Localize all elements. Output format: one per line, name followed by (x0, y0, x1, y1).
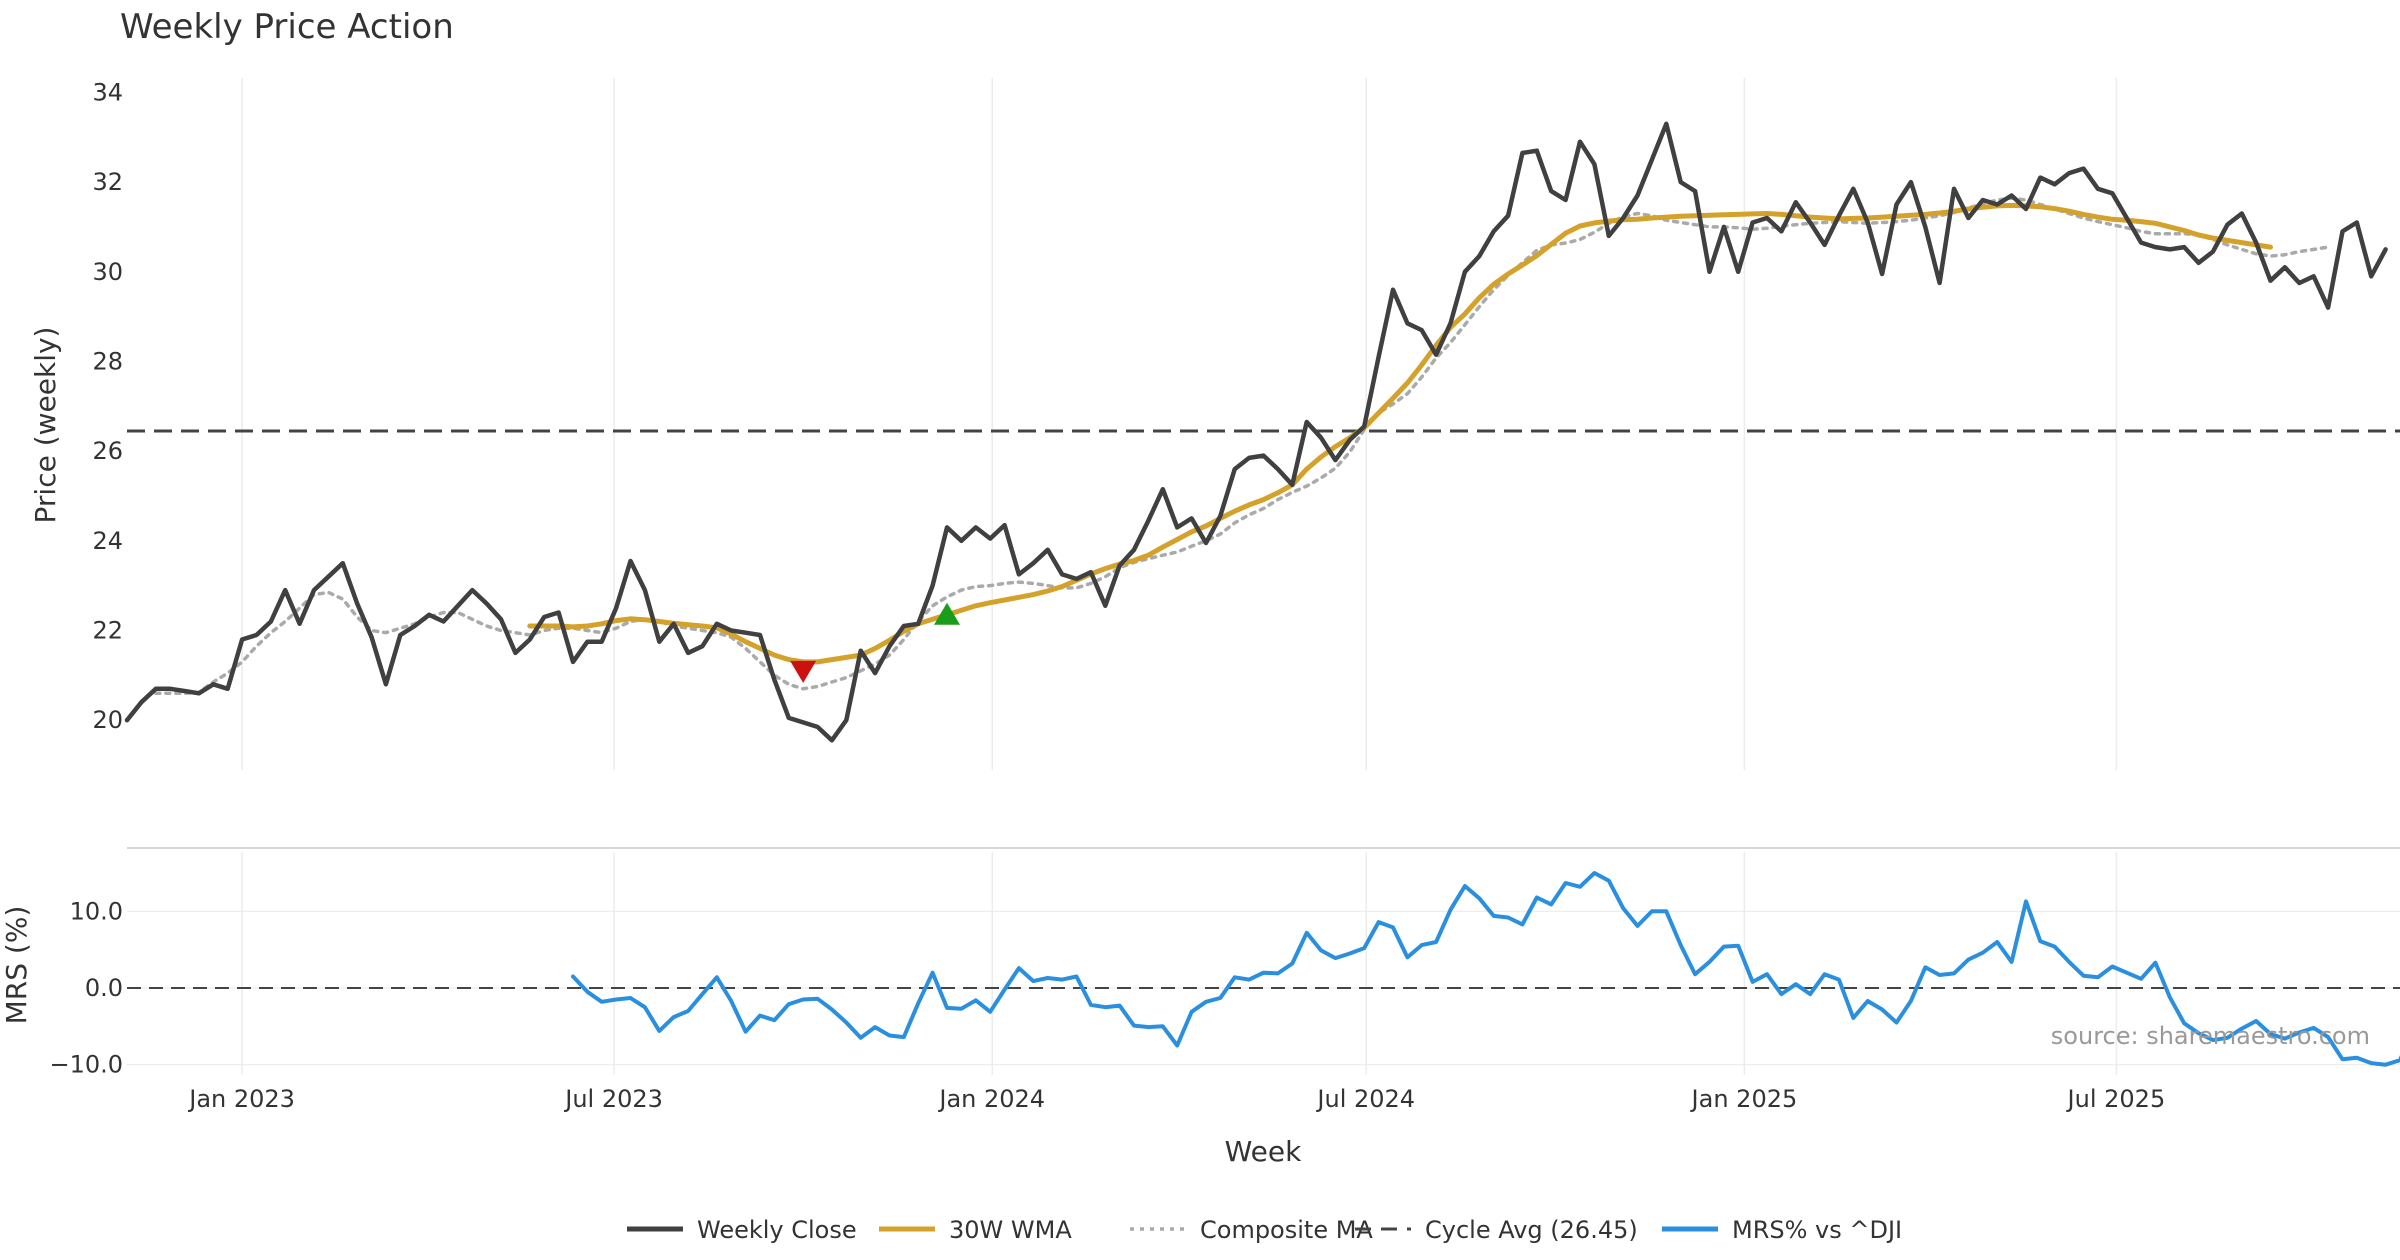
x-axis-label: Week (1225, 1135, 1302, 1168)
x-tick-label: Jan 2024 (937, 1085, 1045, 1113)
x-tick-label: Jan 2023 (187, 1085, 295, 1113)
composite-ma-line (154, 196, 2330, 696)
legend: Weekly Close 30W WMA Composite MA Cycle Avg… (627, 1216, 1902, 1244)
price-y-tick-label: 22 (92, 616, 123, 644)
price-grid (241, 78, 2118, 770)
price-y-tick-label: 30 (92, 258, 123, 286)
price-y-tick-label: 34 (92, 78, 123, 106)
mrs-y-tick-label: 10.0 (70, 897, 123, 925)
legend-label-wma: 30W WMA (949, 1216, 1072, 1244)
source-note: source: sharemaestro.com (2051, 1022, 2370, 1050)
x-tick-label: Jul 2024 (1315, 1085, 1415, 1113)
x-ticks: Jan 2023 Jul 2023 Jan 2024 Jul 2024 Jan 2025… (187, 1085, 2165, 1113)
price-y-tick-label: 24 (92, 527, 123, 555)
legend-label-close: Weekly Close (697, 1216, 857, 1244)
legend-label-composite: Composite MA (1200, 1216, 1373, 1244)
price-y-tick-label: 28 (92, 347, 123, 375)
x-tick-label: Jul 2025 (2066, 1085, 2166, 1113)
price-panel: 20 22 24 26 28 30 32 34 Price (weekly) (29, 78, 2400, 770)
legend-label-cycle: Cycle Avg (26.45) (1425, 1216, 1638, 1244)
price-y-tick-label: 20 (92, 706, 123, 734)
price-y-axis-label: Price (weekly) (29, 327, 62, 524)
signal-markers (790, 602, 961, 683)
mrs-line (571, 871, 2400, 1067)
weekly-close-line (124, 121, 2388, 743)
mrs-y-tick-label: 0.0 (85, 974, 123, 1002)
mrs-panel: 10.0 0.0 −10.0 MRS (%) source: sharemaestr… (0, 852, 2400, 1079)
price-y-tick-label: 26 (92, 437, 123, 465)
sell-signal-marker (790, 660, 817, 683)
buy-signal-marker (934, 602, 961, 625)
x-tick-label: Jul 2023 (563, 1085, 663, 1113)
mrs-y-axis-label: MRS (%) (0, 906, 33, 1025)
x-tick-label: Jan 2025 (1690, 1085, 1798, 1113)
price-y-ticks: 20 22 24 26 28 30 32 34 (92, 78, 123, 734)
legend-label-mrs: MRS% vs ^DJI (1732, 1216, 1902, 1244)
mrs-y-tick-label: −10.0 (49, 1051, 123, 1079)
price-y-tick-label: 32 (92, 168, 123, 196)
wma-line (527, 202, 2273, 665)
chart-title: Weekly Price Action (120, 7, 454, 47)
mrs-y-ticks: 10.0 0.0 −10.0 (49, 897, 123, 1078)
